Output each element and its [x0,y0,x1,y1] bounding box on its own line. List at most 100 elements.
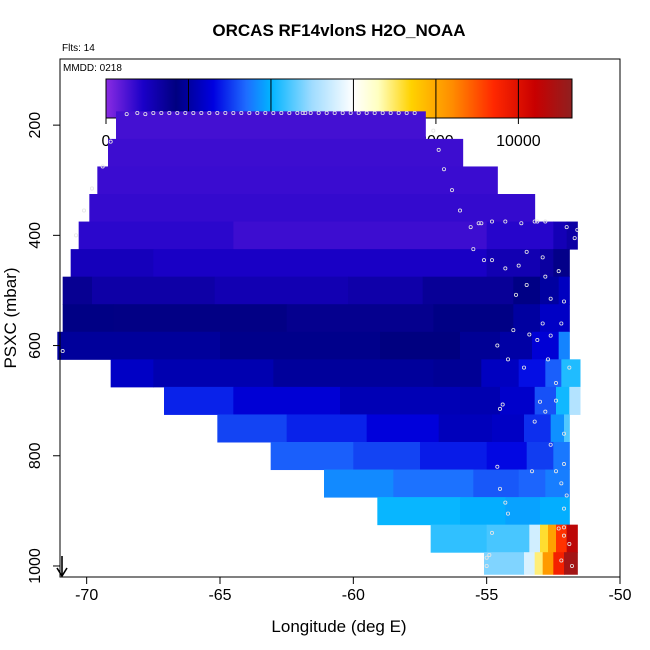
sample-point [404,111,409,116]
heatmap-cell [566,221,578,250]
sample-point [167,111,172,116]
heatmap-cell [89,194,536,223]
heatmap-cell [545,359,562,388]
sample-point [535,338,540,343]
y-tick-label: 800 [27,442,44,469]
sample-point [548,442,553,447]
sample-point [497,486,502,491]
sample-point [436,147,441,152]
heatmap-cell [545,469,570,498]
sample-point [522,365,527,370]
heatmap-cell [113,304,288,333]
sample-point [348,111,353,116]
heatmap-cell [534,552,544,575]
sample-point [527,332,532,337]
heatmap-cell [553,552,565,575]
heatmap-cell [340,386,461,415]
sample-point [495,464,500,469]
heatmap-cell [97,166,498,195]
sample-point [532,219,537,224]
heatmap-cell [550,414,565,443]
sample-point [295,111,300,116]
heatmap-cell [433,304,514,333]
sample-point [468,225,473,230]
heatmap-cell [116,111,426,140]
heatmap-cell [513,304,541,333]
sample-point [340,111,345,116]
heatmap-cell [460,386,501,415]
x-tick-label: -50 [608,587,631,604]
sample-point [562,525,567,530]
sample-point [548,296,553,301]
sample-point [500,402,505,407]
sample-point [308,111,313,116]
heatmap-cell [217,414,288,443]
heatmap-cell [486,221,554,250]
sample-point [495,343,500,348]
heatmap-cell [484,552,525,575]
heatmap-cell [164,386,234,415]
sample-point [538,399,543,404]
heatmap-cell [553,221,568,250]
sample-point [183,111,188,116]
sample-point [279,111,284,116]
sample-point [543,274,548,279]
sample-point [489,530,494,535]
wind-arrow-icon [56,556,68,578]
heatmap-cell [534,386,557,415]
heatmap-cell [270,441,354,471]
heatmap-cell [556,524,568,553]
sample-point [388,111,393,116]
sample-point [556,269,561,274]
sample-point [497,406,502,411]
sample-point [535,219,540,224]
sample-point [559,558,564,563]
sample-point [300,111,305,116]
sample-point [316,111,321,116]
sample-point [559,321,564,326]
heatmap-cell [529,524,541,553]
x-tick-label: -60 [342,587,365,604]
heatmap-cell [564,414,570,443]
sample-point [572,236,577,241]
sample-point [489,219,494,224]
sample-point [135,111,140,116]
y-tick-label: 200 [27,112,44,139]
sample-point [191,111,196,116]
heatmap-cell [153,359,274,388]
heatmap-cell [62,304,114,333]
heatmap-cell [420,441,488,471]
sample-point [287,111,292,116]
heatmap-cell [286,414,368,443]
sample-point [263,111,268,116]
heatmap-cell [153,249,488,278]
heatmap-cell [486,524,530,553]
heatmap-cell [558,331,570,360]
heatmap-cell [324,469,394,498]
sample-point [255,111,260,116]
heatmap-cell [62,276,93,305]
sample-point [543,219,548,224]
heatmap-cell [500,386,536,415]
sample-point [412,111,417,116]
heatmap-cell [513,276,541,305]
sample-point [562,299,567,304]
heatmap-cell [486,441,528,471]
heatmap-cell [540,276,560,305]
sample-point [481,258,486,263]
sample-point [175,111,180,116]
sample-point [514,292,519,297]
sample-point [484,555,489,560]
x-axis: -70 -65 -60 -55 -50 [75,577,632,604]
sample-point [108,139,113,144]
sample-point [511,328,516,333]
heatmap-cell [70,249,154,278]
sample-point [143,112,148,117]
sample-point [540,255,545,260]
sample-point [503,266,508,271]
sample-point [484,563,489,568]
sample-point [519,221,524,226]
sample-point [247,111,252,116]
heatmap-cell [500,331,533,360]
